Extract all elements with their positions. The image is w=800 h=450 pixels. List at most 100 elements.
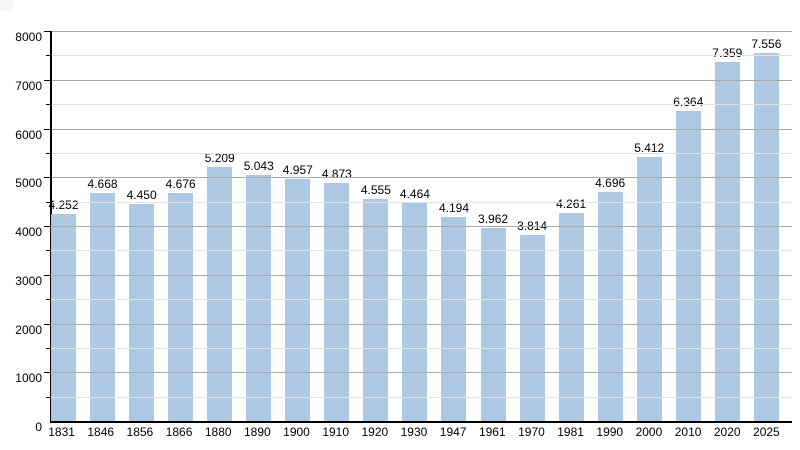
minor-gridline bbox=[52, 347, 792, 349]
y-axis-minor-tick bbox=[46, 104, 50, 106]
minor-gridline bbox=[52, 201, 792, 203]
x-axis-tick-label: 1981 bbox=[557, 425, 584, 439]
x-axis-tick-label: 1856 bbox=[126, 425, 154, 439]
y-axis-minor-tick bbox=[46, 201, 50, 203]
bar bbox=[753, 52, 779, 421]
bar bbox=[597, 192, 623, 421]
x-axis-tick-label: 1831 bbox=[48, 425, 75, 439]
y-axis-minor-tick bbox=[46, 55, 50, 57]
bar-value-label: 4.194 bbox=[438, 200, 469, 215]
x-axis-tick-label: 1846 bbox=[87, 425, 115, 439]
bar bbox=[714, 62, 740, 421]
bar-value-label: 4.252 bbox=[48, 197, 79, 212]
bar bbox=[675, 110, 701, 421]
bar-slot: 4.450 bbox=[122, 31, 161, 421]
y-axis-minor-tick bbox=[46, 152, 50, 154]
y-axis-tick-label: 7000 bbox=[15, 78, 42, 93]
x-axis-tick-label: 1880 bbox=[204, 425, 232, 439]
y-axis-major-tick bbox=[44, 128, 50, 130]
bar-value-label: 4.464 bbox=[399, 187, 430, 202]
x-axis-tick-label: 2025 bbox=[753, 425, 780, 439]
bar-slot: 4.261 bbox=[552, 31, 591, 421]
x-axis-tick-label: 2000 bbox=[635, 425, 663, 439]
bar-slot: 4.873 bbox=[317, 31, 356, 421]
x-axis-tick-label: 1900 bbox=[283, 425, 310, 439]
bar-slot: 5.209 bbox=[200, 31, 239, 421]
x-axis-tick-label: 2010 bbox=[674, 425, 702, 439]
bar bbox=[246, 175, 272, 421]
y-axis-tick-label: 4000 bbox=[15, 225, 42, 239]
minor-gridline bbox=[52, 396, 792, 398]
x-axis-tick-label: 1990 bbox=[596, 425, 624, 439]
bar-value-label: 4.668 bbox=[87, 177, 118, 192]
x-axis-tick-label: 1910 bbox=[322, 425, 350, 439]
y-axis-tick-label: 0 bbox=[35, 420, 42, 434]
bar bbox=[363, 198, 389, 421]
y-axis-major-tick bbox=[44, 226, 50, 227]
x-axis-tick-label: 1930 bbox=[400, 425, 428, 439]
y-axis-major-tick bbox=[44, 372, 50, 374]
corner-artifact bbox=[0, 0, 13, 11]
bar bbox=[636, 157, 662, 421]
x-axis-tick-label: 1890 bbox=[244, 425, 271, 439]
minor-gridline bbox=[52, 55, 792, 57]
bar-slot: 6.364 bbox=[669, 31, 708, 421]
major-gridline bbox=[52, 323, 792, 325]
bar-slot: 4.668 bbox=[83, 31, 122, 421]
bar-slot: 4.252 bbox=[44, 31, 83, 421]
bar-slot: 5.412 bbox=[630, 31, 669, 421]
y-axis-minor-tick bbox=[46, 347, 50, 349]
y-axis-tick-label: 1000 bbox=[15, 371, 42, 386]
major-gridline bbox=[52, 274, 792, 276]
bar bbox=[558, 213, 584, 421]
bar-value-label: 4.261 bbox=[556, 197, 587, 212]
bar bbox=[90, 193, 116, 421]
x-axis-tick-label: 2020 bbox=[713, 425, 741, 439]
minor-gridline bbox=[52, 104, 792, 106]
y-axis-major-tick bbox=[44, 31, 50, 32]
bar-value-label: 4.957 bbox=[282, 163, 313, 178]
y-axis-major-tick bbox=[44, 177, 50, 179]
y-axis-minor-tick bbox=[46, 299, 50, 301]
y-axis-major-tick bbox=[44, 274, 50, 276]
x-axis-tick-label: 1947 bbox=[439, 425, 467, 439]
bar-slot: 4.676 bbox=[161, 31, 200, 421]
y-axis-tick-label: 3000 bbox=[15, 273, 42, 288]
bar-value-label: 5.209 bbox=[204, 151, 235, 166]
major-gridline bbox=[52, 79, 792, 81]
bar-slot: 4.696 bbox=[591, 31, 630, 421]
bar-value-label: 4.696 bbox=[595, 176, 626, 191]
major-gridline bbox=[52, 226, 792, 227]
bar bbox=[402, 203, 428, 421]
bar bbox=[129, 204, 155, 421]
x-axis-tick-label: 1961 bbox=[478, 425, 506, 439]
bar-slot: 7.359 bbox=[708, 31, 747, 421]
x-axis-tick-label: 1866 bbox=[165, 425, 193, 439]
bars-row: 4.252 4.668 4.450 4.676 5.209 5.043 4.957 4.873… bbox=[44, 31, 786, 421]
y-axis-tick-label: 5000 bbox=[15, 176, 42, 191]
y-axis-tick-label: 6000 bbox=[15, 127, 42, 142]
y-axis-tick-label: 2000 bbox=[15, 322, 42, 337]
major-gridline bbox=[52, 372, 792, 374]
x-axis-tick-label: 1970 bbox=[518, 425, 545, 439]
y-axis-major-tick bbox=[44, 323, 50, 325]
minor-gridline bbox=[52, 152, 792, 154]
minor-gridline bbox=[52, 250, 792, 252]
y-axis-minor-tick bbox=[46, 250, 50, 252]
bar-slot: 4.555 bbox=[356, 31, 395, 421]
bar bbox=[324, 183, 350, 421]
bar-slot: 7.556 bbox=[747, 31, 786, 421]
bar-slot: 4.464 bbox=[395, 31, 434, 421]
bar-value-label: 5.043 bbox=[243, 159, 274, 174]
bar bbox=[519, 235, 545, 421]
bar-value-label: 7.556 bbox=[751, 36, 782, 51]
x-axis-labels: 1831 1846 1856 1866 1880 1890 1900 1910 1920 1930… bbox=[42, 425, 786, 439]
major-gridline bbox=[52, 31, 792, 32]
major-gridline bbox=[52, 128, 792, 130]
bar-slot: 4.957 bbox=[278, 31, 317, 421]
bar-value-label: 3.962 bbox=[478, 211, 509, 226]
x-axis-tick-label: 1920 bbox=[361, 425, 389, 439]
bar bbox=[441, 216, 467, 421]
y-axis-major-tick bbox=[44, 79, 50, 81]
